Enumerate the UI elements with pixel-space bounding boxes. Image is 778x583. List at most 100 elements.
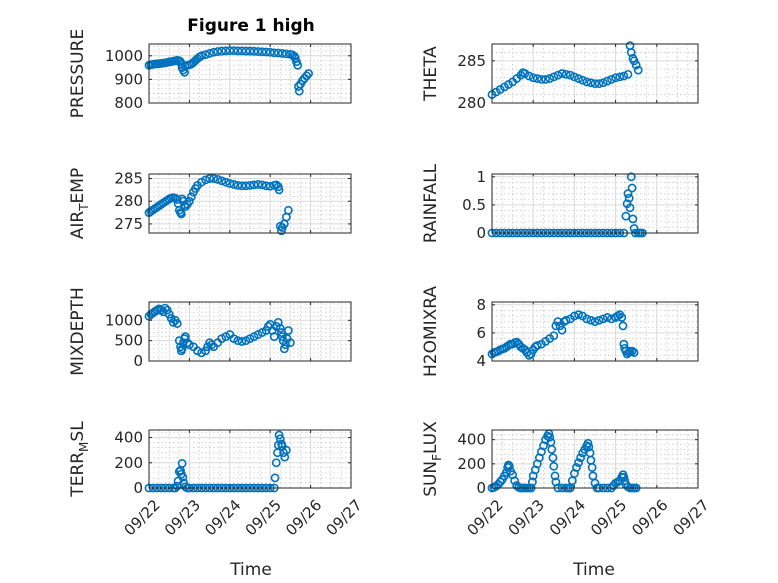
y-tick-label: 1 [476, 168, 486, 186]
data-point [537, 75, 546, 84]
data-point [557, 69, 567, 78]
data-point [495, 477, 505, 487]
data-point [623, 189, 633, 199]
series-markers [487, 429, 641, 493]
data-point [587, 463, 597, 472]
y-axis-label: SUNFLUX [421, 421, 444, 497]
data-point [270, 473, 280, 483]
data-point [201, 50, 210, 60]
data-point [510, 476, 520, 486]
series-markers [487, 310, 639, 360]
x-tick-label: 09/27 [669, 496, 712, 539]
data-point [257, 47, 267, 57]
series-markers [144, 46, 313, 96]
data-point [225, 46, 235, 56]
data-point [532, 341, 542, 350]
data-point [182, 338, 192, 348]
y-tick-label: 285 [114, 170, 143, 188]
data-point [221, 46, 231, 56]
data-point [504, 461, 514, 471]
data-point [177, 344, 187, 354]
data-point [629, 348, 639, 357]
x-tick-label: 09/22 [120, 496, 163, 539]
data-point [237, 181, 247, 191]
data-point [281, 49, 291, 59]
y-tick-label: 500 [114, 332, 143, 350]
data-point [261, 181, 271, 191]
data-point [594, 79, 604, 89]
data-point [631, 60, 641, 70]
data-point [269, 332, 279, 341]
data-point [570, 72, 579, 82]
subplot-pressure: 800 900 1000 PRESSURE [68, 29, 352, 118]
data-point [541, 75, 550, 84]
data-point [233, 46, 243, 56]
data-point [233, 336, 243, 346]
data-point [626, 172, 636, 182]
data-point [274, 185, 284, 195]
data-point [586, 78, 596, 88]
data-point [590, 79, 600, 89]
data-point [197, 51, 206, 61]
data-point [545, 432, 555, 442]
data-point [574, 458, 583, 468]
data-point [237, 46, 247, 56]
data-point [550, 471, 560, 481]
data-point [572, 463, 581, 472]
y-tick-label: 0 [476, 224, 486, 242]
data-point [229, 180, 239, 189]
data-point [561, 69, 571, 79]
data-point [586, 315, 596, 325]
subplot-air_temp: 275 280 285 AIRTEMP [68, 168, 352, 239]
data-point [184, 196, 194, 206]
data-point [201, 175, 210, 185]
data-point [283, 326, 293, 335]
data-point [574, 310, 583, 320]
data-point [261, 47, 271, 57]
data-point [576, 453, 585, 463]
y-tick-label: 1000 [105, 311, 143, 329]
series-markers [144, 174, 293, 236]
data-point [602, 313, 612, 322]
data-point [160, 303, 170, 313]
data-point [279, 344, 289, 354]
y-axis-label: H2OMIXRA [421, 286, 441, 377]
data-point [628, 214, 638, 224]
axes-frame [491, 429, 699, 489]
data-point [245, 46, 255, 56]
data-point [178, 472, 188, 482]
data-point [168, 317, 178, 327]
x-tick-label: 09/24 [201, 496, 244, 539]
data-point [277, 49, 287, 58]
data-point [304, 69, 313, 78]
data-point [217, 46, 227, 56]
y-tick-label: 280 [114, 192, 143, 210]
data-point [225, 179, 235, 188]
data-point [524, 71, 534, 81]
y-axis-label: AIRTEMP [68, 168, 91, 239]
data-point [570, 311, 579, 321]
data-point [527, 477, 537, 487]
data-point [275, 324, 285, 333]
data-point [626, 48, 636, 57]
data-point [294, 82, 303, 91]
x-axis-title-left: Time [229, 560, 272, 580]
series-markers [487, 41, 643, 99]
data-point [293, 60, 303, 70]
data-point [237, 337, 247, 346]
axes-frame [148, 173, 352, 234]
y-tick-label: 0 [133, 352, 143, 370]
x-tick-label: 09/25 [587, 496, 630, 539]
data-point [283, 205, 293, 215]
data-point [177, 459, 187, 468]
data-point [582, 77, 592, 87]
axes-frame [148, 301, 352, 362]
data-point [217, 176, 227, 186]
x-tick-label: 09/23 [505, 496, 548, 539]
data-point [548, 453, 558, 463]
data-point [176, 209, 186, 219]
subplot-theta: 280 285 THETA [421, 41, 699, 112]
